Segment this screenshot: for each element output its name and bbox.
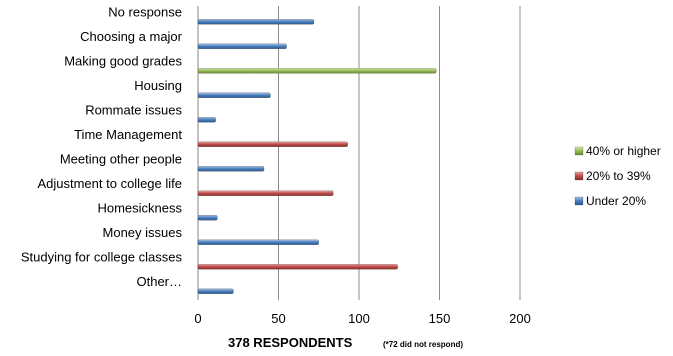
category-label: Rommate issues [85,102,182,117]
legend-label: 20% to 39% [586,169,651,183]
bars [197,19,437,294]
x-tick-labels: 0 50 100 150 200 [194,311,530,326]
x-tick-label: 50 [271,311,285,326]
legend-item: 40% or higher [574,144,661,158]
bar [197,166,265,172]
legend-item: 20% to 39% [574,169,651,183]
x-tick-label: 0 [194,311,201,326]
bar [197,92,271,98]
category-label: Making good grades [64,53,182,68]
x-axis-label: 378 RESPONDENTS [228,335,353,350]
bar [197,239,319,245]
bar [197,264,398,270]
grid-lines [197,6,521,300]
category-label: Time Management [74,127,182,142]
category-label: No response [108,4,182,19]
bar [197,215,218,221]
category-label: Money issues [103,225,183,240]
x-axis-note: (*72 did not respond) [383,340,463,349]
bar [197,117,216,123]
category-label: Homesickness [97,200,182,215]
bar [197,190,334,196]
legend-swatch [574,196,584,206]
bar [197,19,315,25]
legend-swatch [574,171,584,181]
x-tick-label: 150 [429,311,451,326]
category-label: Housing [134,78,182,93]
category-label: Meeting other people [60,151,182,166]
x-tick-label: 200 [509,311,531,326]
bar [197,141,348,147]
category-label: Adjustment to college life [37,176,182,191]
legend: 40% or higher 20% to 39% Under 20% [574,144,661,208]
legend-swatch [574,146,584,156]
category-label: Choosing a major [80,29,183,44]
bar [197,43,287,49]
bar [197,288,234,294]
x-tick-label: 100 [348,311,370,326]
legend-label: 40% or higher [586,144,661,158]
category-label: Other… [136,274,182,289]
bar [197,68,437,74]
legend-label: Under 20% [586,194,646,208]
legend-item: Under 20% [574,194,646,208]
category-labels: No response Choosing a major Making good g… [21,4,183,289]
category-label: Studying for college classes [21,249,183,264]
